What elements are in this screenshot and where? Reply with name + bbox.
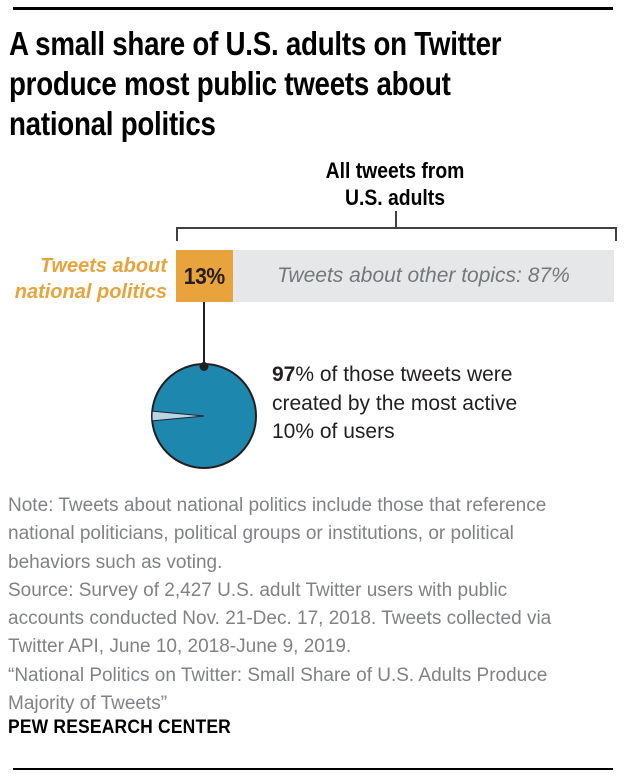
page-title-line: A small share of U.S. adults on Twitter bbox=[9, 25, 502, 62]
bracket-left-tick bbox=[176, 227, 178, 241]
pie-minor-slice bbox=[151, 410, 205, 422]
pie-caption-line: 97% of those tweets were bbox=[272, 363, 513, 386]
footnote-line: national politicians, political groups o… bbox=[8, 523, 514, 545]
bar-bracket-label-line: All tweets from bbox=[325, 158, 465, 183]
bracket-center-tick bbox=[395, 211, 397, 228]
pew-research-center-wordmark: PEW RESEARCH CENTER bbox=[8, 717, 231, 738]
footnote-line: Twitter API, June 10, 2018-June 9, 2019. bbox=[8, 636, 352, 658]
bracket-right-tick bbox=[615, 227, 617, 241]
footnote-line: Majority of Tweets” bbox=[8, 693, 168, 715]
footnote-line: Note: Tweets about national politics inc… bbox=[8, 495, 547, 516]
bar-bracket-label: All tweets from U.S. adults bbox=[285, 157, 505, 211]
bar-to-pie-connector-line bbox=[203, 302, 205, 364]
bar-segment-national-politics: 13% bbox=[176, 250, 233, 302]
stacked-bar: 13% Tweets about other topics: 87% bbox=[176, 250, 614, 302]
bottom-divider bbox=[13, 768, 613, 770]
bar-category-label: Tweets about national politics bbox=[0, 253, 167, 305]
footnote-line: Source: Survey of 2,427 U.S. adult Twitt… bbox=[8, 579, 508, 601]
page-title: A small share of U.S. adults on Twitter … bbox=[9, 24, 502, 144]
pie-caption-line: created by the most active bbox=[272, 391, 518, 415]
page-title-line: national politics bbox=[9, 105, 216, 142]
page-title-line: produce most public tweets about bbox=[9, 65, 451, 102]
pie-chart bbox=[151, 362, 257, 469]
pie-caption: 97% of those tweets were created by the … bbox=[272, 361, 617, 447]
bracket-horizontal-line bbox=[176, 227, 617, 229]
bar-segment-other-topics: Tweets about other topics: 87% bbox=[232, 250, 614, 302]
bar-segment-value-label: 13% bbox=[183, 262, 225, 289]
footnote-line: accounts conducted Nov. 21-Dec. 17, 2018… bbox=[8, 608, 552, 630]
connector-endpoint-dot bbox=[199, 362, 209, 371]
footnote-line: “National Politics on Twitter: Small Sha… bbox=[8, 664, 548, 686]
footnote-line: behaviors such as voting. bbox=[8, 551, 223, 573]
top-divider bbox=[13, 7, 613, 10]
bar-bracket-label-line: U.S. adults bbox=[344, 185, 446, 210]
pie-caption-bold-value: 97 bbox=[272, 363, 296, 386]
footnote-block: Note: Tweets about national politics inc… bbox=[8, 492, 620, 718]
bar-category-label-line: national politics bbox=[14, 281, 167, 303]
bar-segment-value-label: Tweets about other topics: 87% bbox=[277, 264, 570, 287]
bar-category-label-line: Tweets about bbox=[39, 255, 167, 277]
pie-caption-line: 10% of users bbox=[272, 420, 395, 443]
